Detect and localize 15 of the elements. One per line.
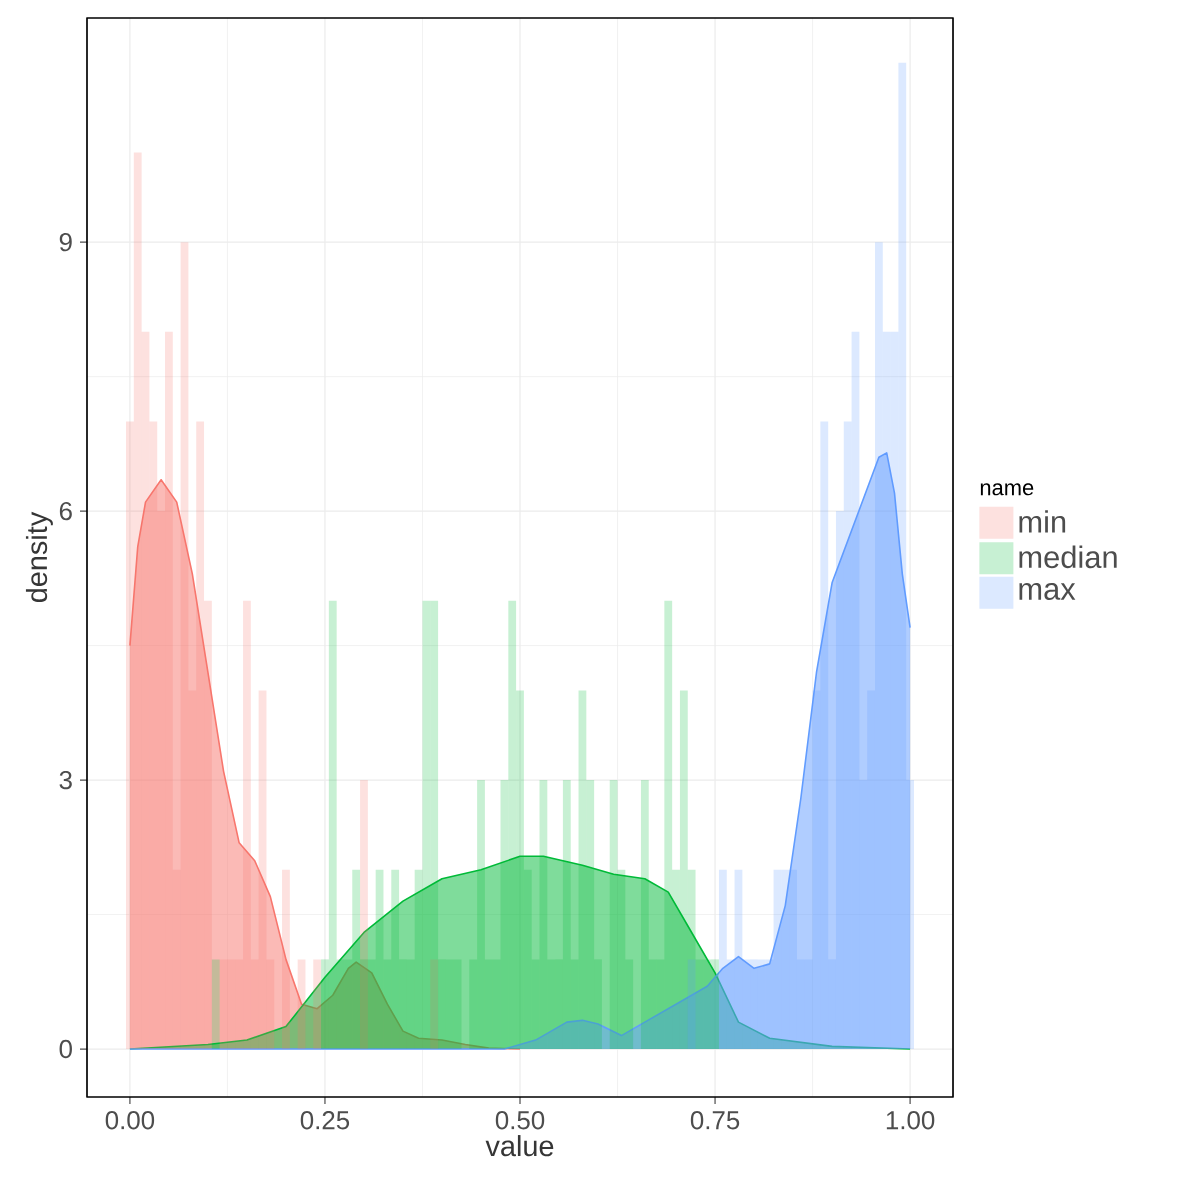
y-tick-label: 3 [59, 770, 72, 790]
legend-title: name [980, 483, 1034, 496]
x-tick-label: 1.00 [886, 1111, 935, 1130]
x-tick-label: 0.00 [105, 1111, 155, 1130]
legend-label: median [1019, 545, 1117, 569]
y-tick-label: 9 [59, 232, 72, 252]
x-axis-title: value [485, 1135, 554, 1157]
legend-label: min [1019, 510, 1066, 533]
x-tick-label: 0.25 [300, 1111, 350, 1130]
x-tick-label: 0.50 [495, 1111, 545, 1130]
y-tick-label: 0 [59, 1039, 72, 1059]
y-axis-title: density [25, 511, 53, 603]
x-tick-label: 0.75 [690, 1111, 740, 1130]
legend-label: max [1019, 583, 1076, 600]
y-tick-label: 6 [59, 501, 72, 521]
